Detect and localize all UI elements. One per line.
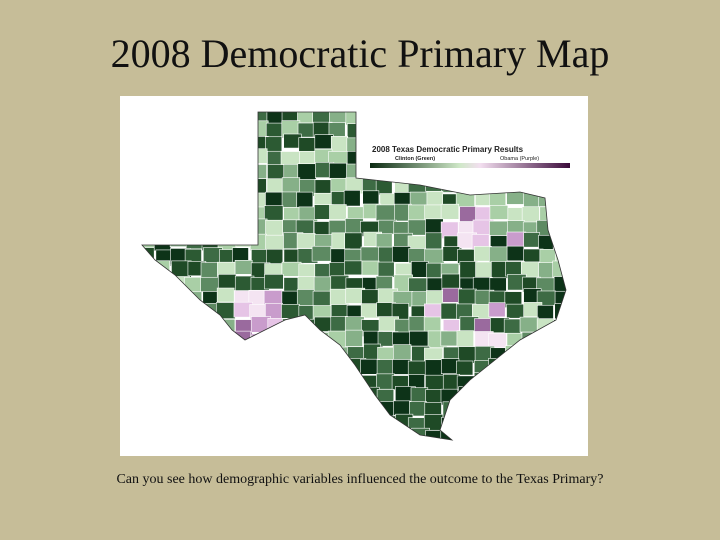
- county: [425, 374, 445, 391]
- map-image: 2008 Texas Democratic Primary Results Cl…: [120, 96, 588, 456]
- county: [344, 260, 363, 276]
- county: [506, 245, 525, 262]
- county: [519, 316, 539, 333]
- county: [375, 233, 393, 250]
- county: [409, 330, 429, 347]
- county: [328, 162, 348, 179]
- county: [281, 290, 299, 306]
- county: [523, 232, 541, 248]
- county: [392, 359, 411, 375]
- county: [329, 204, 347, 220]
- county: [297, 163, 317, 181]
- county: [314, 134, 334, 150]
- county: [360, 358, 380, 375]
- county: [409, 401, 428, 417]
- county: [506, 231, 527, 248]
- county: [296, 289, 315, 307]
- county: [440, 203, 460, 220]
- county: [393, 344, 412, 362]
- texas-outline: [141, 111, 567, 441]
- county: [411, 261, 429, 278]
- county: [361, 260, 380, 276]
- county: [423, 316, 442, 332]
- county: [475, 261, 493, 279]
- county: [408, 248, 426, 264]
- county: [408, 316, 427, 332]
- county: [426, 191, 444, 206]
- county: [265, 219, 284, 238]
- county: [425, 232, 443, 250]
- county: [265, 191, 284, 207]
- county: [488, 302, 506, 318]
- county: [441, 273, 460, 291]
- county: [216, 287, 235, 303]
- legend-label: Obama (Purple): [500, 156, 539, 162]
- county: [489, 220, 510, 236]
- county: [456, 360, 474, 376]
- county: [344, 232, 363, 250]
- county: [456, 330, 474, 348]
- county: [440, 330, 460, 347]
- county: [489, 246, 509, 264]
- county: [536, 304, 554, 320]
- county: [393, 400, 411, 416]
- legend-label: Clinton (Green): [395, 156, 435, 162]
- county: [442, 246, 460, 262]
- county: [266, 178, 285, 194]
- county: [423, 414, 444, 431]
- county: [234, 260, 253, 275]
- legend-title: 2008 Texas Democratic Primary Results: [372, 145, 524, 154]
- county: [296, 191, 314, 209]
- legend-scale: [370, 163, 570, 168]
- county: [407, 360, 429, 377]
- county: [392, 246, 411, 263]
- legend: 2008 Texas Democratic Primary Results Cl…: [366, 136, 576, 176]
- county: [376, 359, 394, 375]
- county: [489, 205, 509, 220]
- county: [281, 261, 302, 277]
- county: [281, 191, 299, 208]
- county: [503, 318, 521, 334]
- county: [265, 234, 285, 252]
- county: [377, 261, 395, 278]
- county: [265, 122, 285, 138]
- county: [375, 204, 397, 221]
- county: [376, 373, 395, 390]
- county: [408, 204, 426, 223]
- county: [459, 261, 479, 279]
- county: [343, 190, 361, 207]
- county: [311, 245, 332, 262]
- county: [200, 262, 219, 278]
- county: [473, 246, 492, 262]
- county: [458, 288, 477, 306]
- county: [330, 136, 349, 152]
- county: [312, 290, 331, 307]
- county: [392, 331, 412, 347]
- county: [440, 302, 459, 320]
- county: [345, 329, 363, 347]
- county: [425, 389, 443, 405]
- county: [313, 276, 332, 294]
- legend-box: [366, 136, 576, 176]
- county: [265, 136, 283, 152]
- county: [407, 219, 429, 236]
- county: [281, 177, 301, 194]
- slide-title: 2008 Democratic Primary Map: [110, 31, 610, 76]
- caption: Can you see how demographic variables in…: [116, 472, 604, 487]
- county: [264, 274, 284, 290]
